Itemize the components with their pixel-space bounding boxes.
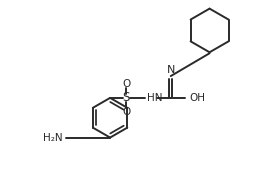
Text: N: N [167,65,175,75]
Text: S: S [122,91,130,104]
Text: O: O [122,107,130,117]
Text: HN: HN [147,93,162,103]
Text: H₂N: H₂N [43,132,62,143]
Text: O: O [122,79,130,89]
Text: OH: OH [190,93,206,103]
